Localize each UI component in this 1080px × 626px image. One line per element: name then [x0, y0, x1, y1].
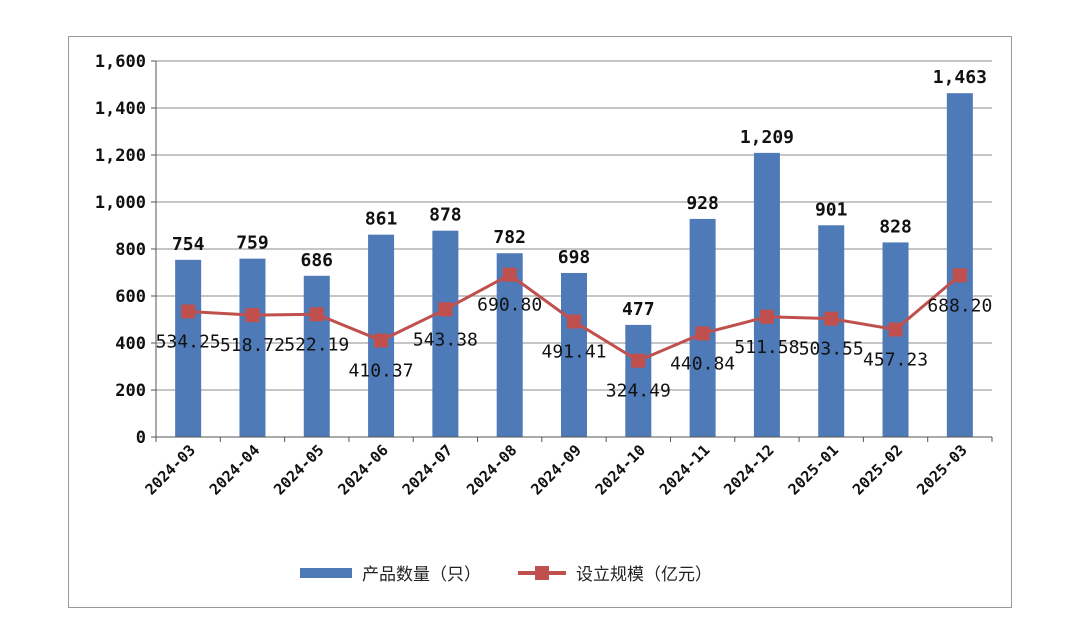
x-tick-label: 2024-08 — [463, 441, 520, 498]
bar-value-label: 698 — [558, 247, 591, 268]
line-marker — [309, 307, 324, 322]
line-value-label: 491.41 — [541, 342, 606, 363]
bar — [561, 272, 587, 437]
data-labels: 754 759 686 861 878 782 698 477 928 1,209 901 828 1,… — [156, 67, 993, 402]
line-series — [181, 267, 967, 368]
line-marker — [759, 309, 774, 324]
x-axis: 2024-03 2024-04 2024-05 2024-06 2024-07 2024-… — [142, 436, 993, 499]
legend: 产品数量（只） 设立规模（亿元） — [300, 565, 712, 585]
x-tick-label: 2025-02 — [849, 441, 906, 498]
bar-value-label: 901 — [815, 199, 848, 220]
line-marker — [438, 302, 453, 317]
bar-value-label: 477 — [622, 299, 655, 320]
line-marker — [695, 326, 710, 341]
line-marker — [824, 311, 839, 326]
bar-series — [175, 93, 973, 437]
line-value-label: 503.55 — [799, 339, 864, 360]
bar — [496, 253, 523, 437]
x-tick-label: 2024-09 — [527, 441, 584, 498]
bar — [753, 152, 780, 437]
line-value-label: 440.84 — [670, 353, 735, 374]
line-marker — [888, 322, 903, 337]
bar — [432, 230, 459, 437]
x-tick-label: 2024-10 — [592, 441, 649, 498]
x-tick-label: 2024-07 — [399, 441, 456, 498]
x-tick-label: 2024-03 — [142, 441, 199, 498]
line-marker — [181, 304, 196, 319]
bar-value-label: 686 — [301, 250, 334, 271]
line-value-label: 511.58 — [734, 337, 799, 358]
y-tick-label: 800 — [115, 240, 146, 260]
bar-value-label: 928 — [686, 193, 719, 214]
bar — [175, 259, 202, 437]
y-tick-label: 1,200 — [95, 146, 146, 166]
line-marker — [567, 314, 581, 329]
bar — [239, 258, 266, 437]
x-tick-label: 2024-04 — [206, 441, 263, 498]
bar — [882, 242, 909, 437]
bar-value-label: 1,463 — [933, 67, 987, 88]
x-tick-label: 2025-01 — [785, 441, 842, 498]
line-value-label: 324.49 — [606, 381, 671, 402]
line-value-label: 518.72 — [220, 335, 285, 356]
bar — [946, 93, 973, 437]
y-tick-label: 1,400 — [95, 99, 146, 119]
line-marker — [374, 333, 389, 348]
bar-value-label: 759 — [236, 233, 269, 254]
y-tick-label: 0 — [136, 428, 146, 448]
y-axis: 0 200 400 600 800 1,000 1,200 1,400 1,600 — [95, 52, 157, 448]
y-tick-label: 600 — [115, 287, 146, 307]
x-tick-label: 2024-11 — [656, 441, 713, 498]
line-value-label: 522.19 — [284, 334, 349, 355]
bar-value-label: 782 — [493, 227, 526, 248]
y-tick-label: 400 — [115, 334, 146, 354]
x-tick-label: 2025-03 — [913, 441, 970, 498]
y-tick-label: 200 — [115, 381, 146, 401]
legend-swatch-marker — [535, 566, 549, 580]
line-value-label: 457.23 — [863, 350, 928, 371]
bar — [818, 225, 845, 437]
y-tick-label: 1,000 — [95, 193, 146, 213]
bar-value-label: 754 — [172, 234, 205, 255]
bar — [303, 275, 330, 437]
y-tick-label: 1,600 — [95, 52, 146, 72]
x-tick-label: 2024-12 — [720, 441, 777, 498]
line-marker — [952, 268, 967, 283]
line-value-label: 543.38 — [413, 329, 478, 350]
legend-swatch-bar — [300, 568, 352, 578]
legend-label-line: 设立规模（亿元） — [576, 565, 712, 585]
line-value-label: 410.37 — [349, 361, 414, 382]
bar-value-label: 861 — [365, 209, 398, 230]
bar — [625, 324, 652, 437]
bar-value-label: 828 — [879, 216, 912, 237]
line-value-label: 688.20 — [927, 295, 992, 316]
x-tick-label: 2024-06 — [334, 441, 391, 498]
legend-label-bar: 产品数量（只） — [362, 565, 481, 585]
bar-value-label: 878 — [429, 205, 462, 226]
line-marker — [631, 353, 646, 368]
line-marker — [245, 308, 260, 323]
x-tick-label: 2024-05 — [270, 441, 327, 498]
line-value-label: 534.25 — [156, 331, 221, 352]
line-value-label: 690.80 — [477, 295, 542, 316]
line-marker — [502, 267, 517, 282]
bar-value-label: 1,209 — [740, 127, 794, 148]
